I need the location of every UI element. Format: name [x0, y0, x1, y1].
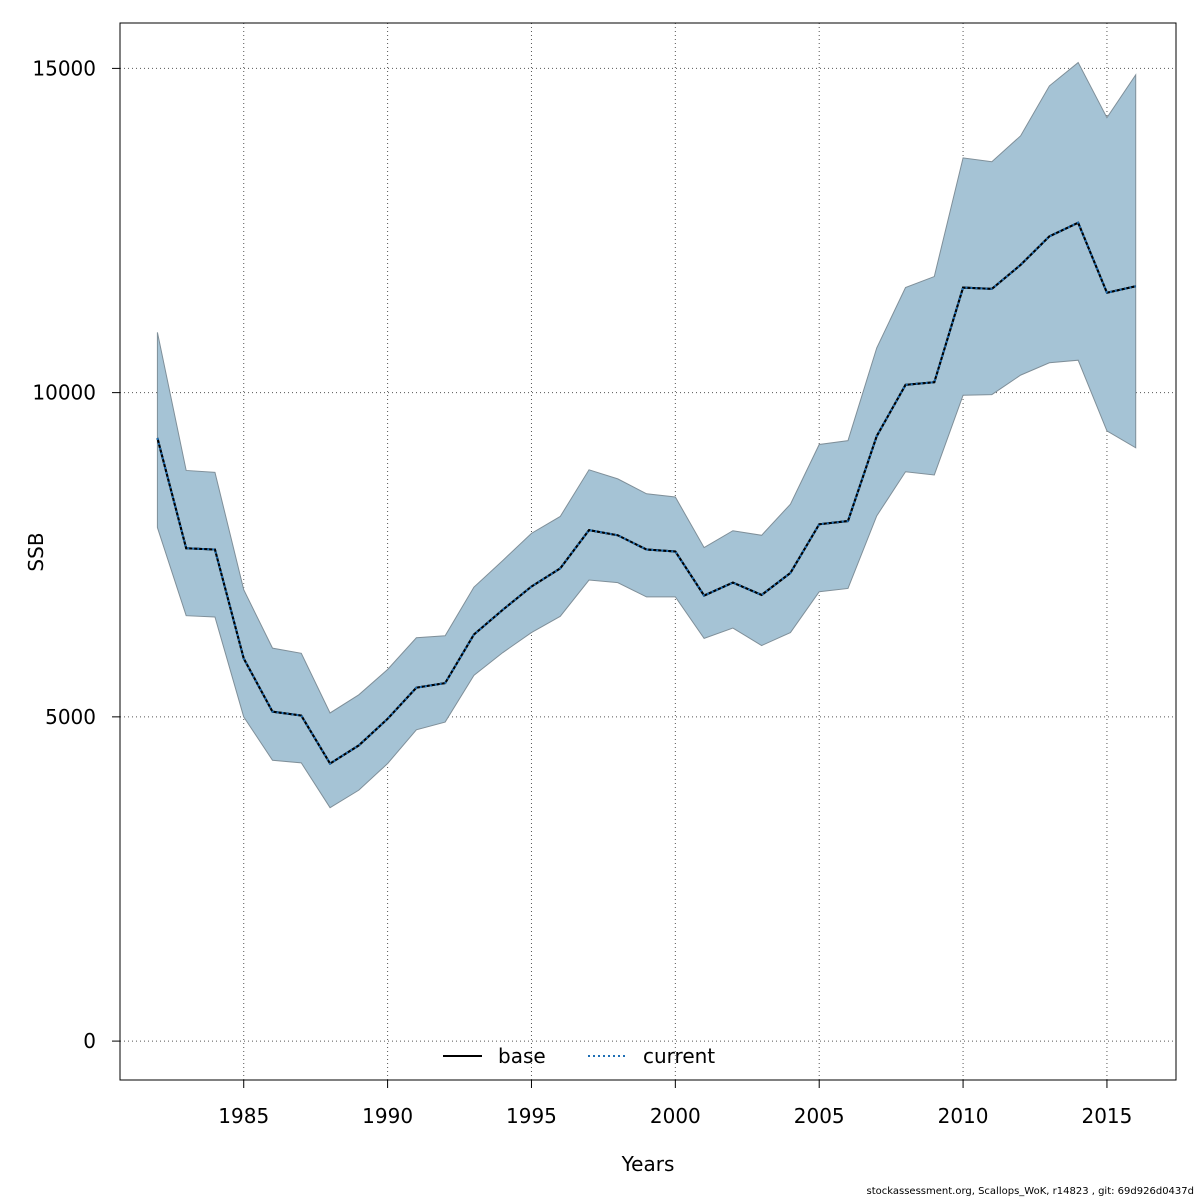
x-tick-label-2015: 2015: [1081, 1104, 1132, 1128]
legend-base-label: base: [498, 1044, 546, 1068]
y-tick-label-10000: 10000: [32, 381, 96, 405]
x-axis: 1985 1990 1995 2000 2005 2010 2015: [218, 1080, 1132, 1128]
y-axis: 0 5000 10000 15000: [32, 56, 120, 1053]
y-tick-label-15000: 15000: [32, 56, 96, 80]
x-axis-title: Years: [621, 1152, 675, 1176]
x-tick-label-2010: 2010: [938, 1104, 989, 1128]
x-tick-label-2005: 2005: [794, 1104, 845, 1128]
footer-credit: stockassessment.org, Scallops_WoK, r1482…: [866, 1186, 1194, 1197]
x-tick-label-1990: 1990: [362, 1104, 413, 1128]
y-tick-label-0: 0: [83, 1029, 96, 1053]
plot-frame: [119, 22, 1177, 1081]
x-tick-label-1985: 1985: [218, 1104, 269, 1128]
current-series-line: [156, 221, 1136, 765]
confidence-band: [156, 61, 1137, 809]
legend-current-label: current: [643, 1044, 715, 1068]
x-tick-label-2000: 2000: [650, 1104, 701, 1128]
y-axis-title: SSB: [24, 532, 48, 571]
y-tick-label-5000: 5000: [45, 705, 96, 729]
x-tick-label-1995: 1995: [506, 1104, 557, 1128]
legend: base current: [443, 1044, 715, 1068]
